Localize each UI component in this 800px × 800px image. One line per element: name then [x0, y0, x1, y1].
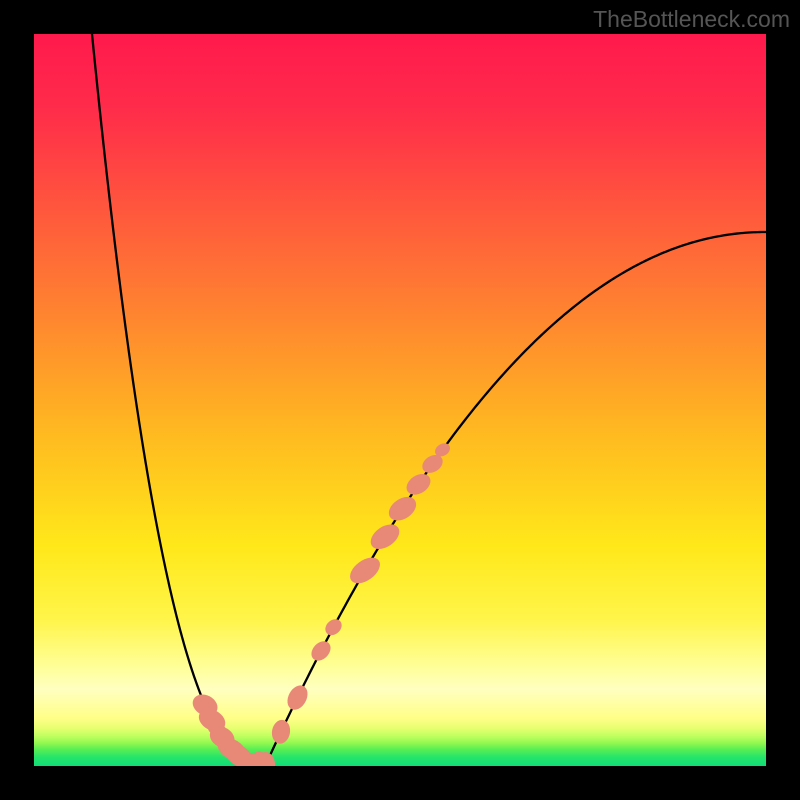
- bead: [270, 718, 292, 745]
- bead: [403, 470, 435, 499]
- curve-path: [92, 34, 766, 764]
- bead: [322, 616, 345, 638]
- bead: [384, 492, 420, 525]
- watermark-text: TheBottleneck.com: [593, 6, 790, 33]
- bead: [345, 552, 384, 588]
- bottleneck-curve: [34, 34, 766, 766]
- bead: [283, 682, 311, 713]
- chart-frame: [0, 0, 800, 800]
- bead: [308, 637, 335, 664]
- beads-group: [189, 441, 453, 766]
- plot-area: [34, 34, 766, 766]
- bead: [366, 519, 404, 554]
